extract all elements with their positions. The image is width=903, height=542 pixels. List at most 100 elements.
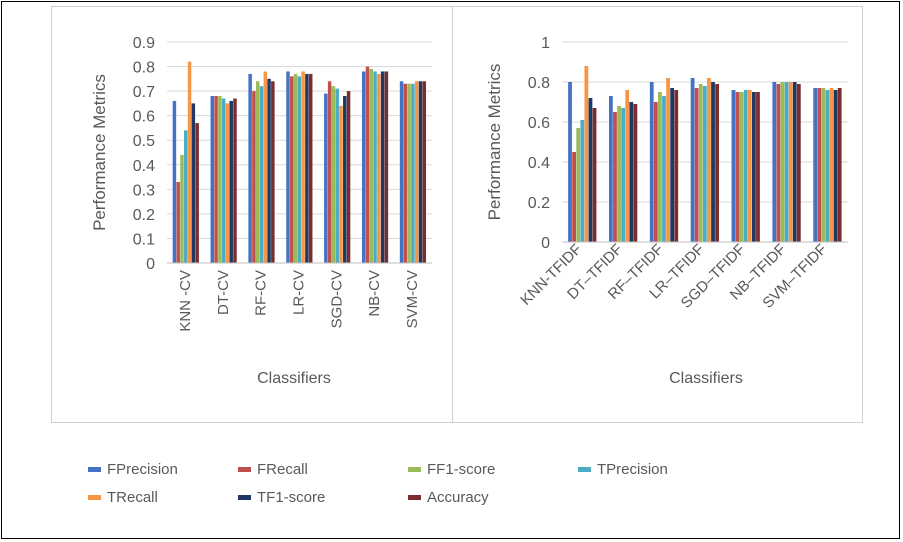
bar-tprecision-1	[184, 130, 188, 263]
bar-frecall-5	[735, 92, 740, 242]
y-tick-label: 0	[541, 235, 550, 252]
x-tick-label: RF-CV	[253, 270, 270, 316]
bar-frecall-4	[290, 76, 294, 263]
bar-fprecision-6	[772, 82, 777, 242]
bar-tf1-score-5	[751, 92, 756, 242]
bar-accuracy-5	[346, 91, 351, 263]
legend-swatch	[238, 466, 251, 472]
bar-tprecision-6	[373, 71, 377, 263]
legend-swatch	[238, 494, 251, 500]
bar-ff1-score-2	[218, 96, 222, 264]
bar-fprecision-5	[324, 93, 328, 263]
bar-tf1-score-1	[588, 98, 593, 242]
y-tick-label: 0.6	[133, 109, 155, 126]
bar-frecall-7	[817, 88, 822, 242]
bar-tf1-score-7	[833, 90, 838, 242]
bar-accuracy-3	[674, 90, 679, 242]
bar-trecall-4	[301, 71, 305, 263]
bar-fprecision-7	[813, 88, 818, 242]
bar-ff1-score-7	[821, 88, 826, 242]
bar-fprecision-4	[286, 71, 290, 263]
bar-tf1-score-7	[418, 81, 423, 264]
x-tick-label: SGD-CV	[328, 270, 345, 328]
x-axis-label: Classifiers	[257, 370, 331, 387]
bar-ff1-score-3	[255, 81, 260, 264]
legend-label: TRecall	[107, 488, 158, 506]
legend-label: TF1-score	[257, 488, 326, 506]
legend-swatch	[88, 494, 101, 500]
bar-tprecision-6	[784, 82, 789, 242]
bar-tprecision-5	[743, 90, 748, 242]
bar-ff1-score-1	[576, 128, 581, 242]
bar-accuracy-7	[422, 81, 427, 264]
bar-fprecision-3	[649, 82, 654, 242]
legend: FPrecision FRecall FF1-score TPrecision …	[88, 455, 808, 511]
bar-ff1-score-4	[698, 84, 703, 242]
y-tick-label: 0.6	[528, 115, 550, 132]
bar-ff1-score-7	[407, 83, 411, 263]
bar-accuracy-5	[756, 92, 760, 242]
bar-fprecision-6	[361, 71, 366, 263]
y-tick-label: 0.8	[528, 75, 550, 92]
bar-accuracy-1	[592, 108, 597, 242]
legend-item-fprecision: FPrecision	[88, 461, 238, 478]
bar-tprecision-4	[297, 76, 302, 263]
bar-trecall-4	[707, 78, 711, 242]
bar-tf1-score-3	[267, 78, 271, 263]
bar-frecall-6	[365, 66, 370, 263]
bar-fprecision-3	[248, 73, 252, 263]
bar-tf1-score-3	[670, 88, 675, 242]
bar-accuracy-4	[308, 73, 313, 263]
bar-fprecision-1	[172, 100, 177, 263]
bar-frecall-2	[214, 96, 218, 264]
bar-ff1-score-1	[180, 154, 184, 263]
y-axis-label: Performance Metrics	[90, 74, 109, 231]
bar-fprecision-7	[399, 81, 404, 264]
bar-tprecision-4	[702, 86, 707, 242]
bar-frecall-1	[572, 152, 576, 242]
bar-trecall-6	[377, 73, 381, 263]
bar-ff1-score-6	[369, 69, 374, 263]
bars	[568, 66, 842, 242]
bar-trecall-3	[666, 78, 670, 242]
legend-swatch	[408, 494, 421, 500]
bar-tprecision-2	[221, 98, 226, 263]
bar-trecall-5	[747, 90, 752, 242]
bar-frecall-1	[176, 181, 180, 263]
legend-item-tf1-score: TF1-score	[238, 489, 408, 506]
x-axis-label: Classifiers	[669, 370, 743, 387]
legend-item-tprecision: TPrecision	[578, 461, 668, 478]
bar-fprecision-5	[731, 90, 736, 242]
bar-tf1-score-4	[305, 73, 309, 263]
legend-item-accuracy: Accuracy	[408, 489, 489, 506]
legend-label: FPrecision	[107, 460, 178, 478]
legend-label: FRecall	[257, 460, 308, 478]
bar-tprecision-3	[259, 86, 264, 263]
bars	[172, 61, 427, 264]
bar-trecall-7	[414, 81, 419, 264]
y-tick-label: 0.3	[133, 182, 155, 199]
y-tick-label: 0.8	[133, 60, 155, 77]
bar-tprecision-3	[662, 96, 666, 242]
x-tick-label: DT-CV	[215, 270, 232, 315]
bar-frecall-3	[252, 91, 256, 263]
y-tick-label: 0	[146, 256, 155, 273]
bar-trecall-2	[625, 90, 630, 242]
bar-accuracy-4	[715, 84, 719, 242]
bar-tprecision-5	[335, 88, 339, 264]
bar-accuracy-7	[837, 88, 842, 242]
bar-ff1-score-2	[617, 106, 621, 242]
bar-trecall-1	[584, 66, 589, 242]
bar-tf1-score-2	[229, 100, 233, 263]
bar-tprecision-1	[580, 120, 585, 242]
bar-tf1-score-6	[380, 71, 385, 263]
x-tick-labels: KNN -CV DT-CV RF-CV LR-CV SGD-CV NB-CV SVM-CV	[177, 270, 421, 332]
bar-tf1-score-2	[629, 102, 634, 242]
legend-label: FF1-score	[427, 460, 496, 478]
bar-tf1-score-6	[792, 82, 797, 242]
bar-accuracy-6	[384, 71, 389, 263]
bar-tprecision-2	[621, 108, 626, 242]
x-tick-label: NB-CV	[366, 270, 383, 317]
y-tick-label: 0.7	[133, 84, 155, 101]
bar-accuracy-2	[633, 104, 638, 242]
